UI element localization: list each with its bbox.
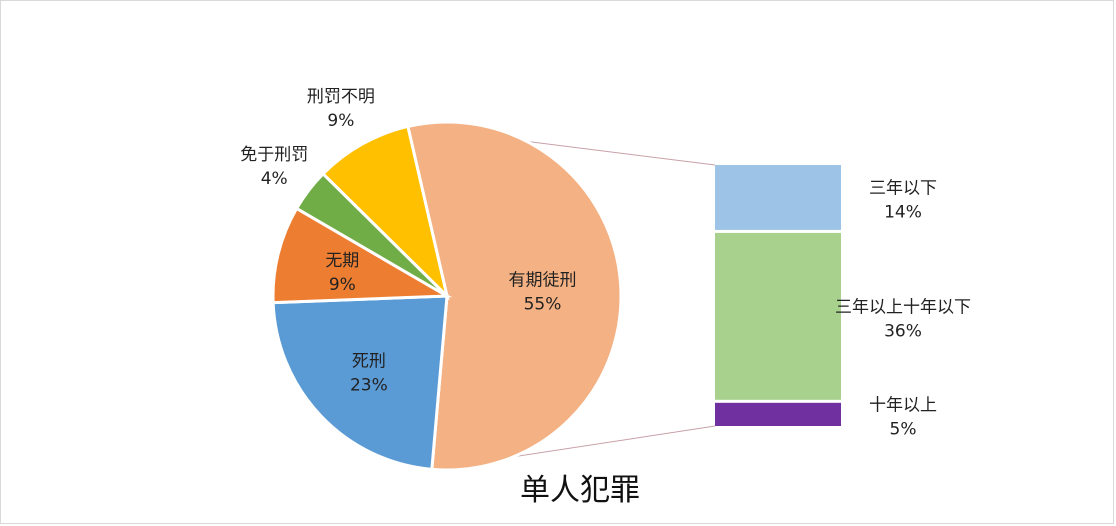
pie-slice-有期徒刑	[406, 120, 623, 472]
pie-slice-无期	[271, 206, 453, 305]
pie-label-无期: 无期	[325, 251, 359, 271]
pie-value-死刑: 23%	[350, 375, 388, 395]
pie-label-刑罚不明: 刑罚不明	[307, 87, 375, 107]
pie-value-无期: 9%	[329, 275, 356, 295]
bar-segment-三年以下	[715, 165, 841, 230]
pie-label-有期徒刑: 有期徒刑	[508, 270, 576, 290]
bar-value-十年以上: 5%	[890, 419, 917, 439]
pie-label-死刑: 死刑	[352, 351, 386, 371]
bar-label-三年以上十年以下: 三年以上十年以下	[835, 297, 971, 317]
pie-slice-死刑	[271, 294, 449, 471]
pie-value-免于刑罚: 4%	[261, 169, 288, 189]
pie-label-免于刑罚: 免于刑罚	[240, 145, 308, 165]
pie-value-刑罚不明: 9%	[327, 111, 354, 131]
bar-label-十年以上: 十年以上	[869, 395, 937, 415]
pie-labels: 有期徒刑 55% 死刑 23% 无期 9% 免于刑罚 4% 刑罚不明 9%	[240, 87, 576, 395]
bar-value-三年以上十年以下: 36%	[884, 321, 922, 341]
bar-segment-三年以上十年以下	[715, 232, 841, 400]
breakdown-labels: 三年以下 14% 三年以上十年以下 36% 十年以上 5%	[835, 178, 971, 439]
pie-slice-刑罚不明	[320, 124, 450, 301]
pie-value-有期徒刑: 55%	[524, 294, 562, 314]
bar-value-三年以下: 14%	[884, 202, 922, 222]
bar-segment-十年以上	[715, 402, 841, 426]
bar-label-三年以下: 三年以下	[869, 178, 937, 198]
chart-title: 单人犯罪	[520, 473, 640, 508]
breakdown-bar	[715, 165, 841, 426]
pie-slices	[271, 120, 623, 472]
